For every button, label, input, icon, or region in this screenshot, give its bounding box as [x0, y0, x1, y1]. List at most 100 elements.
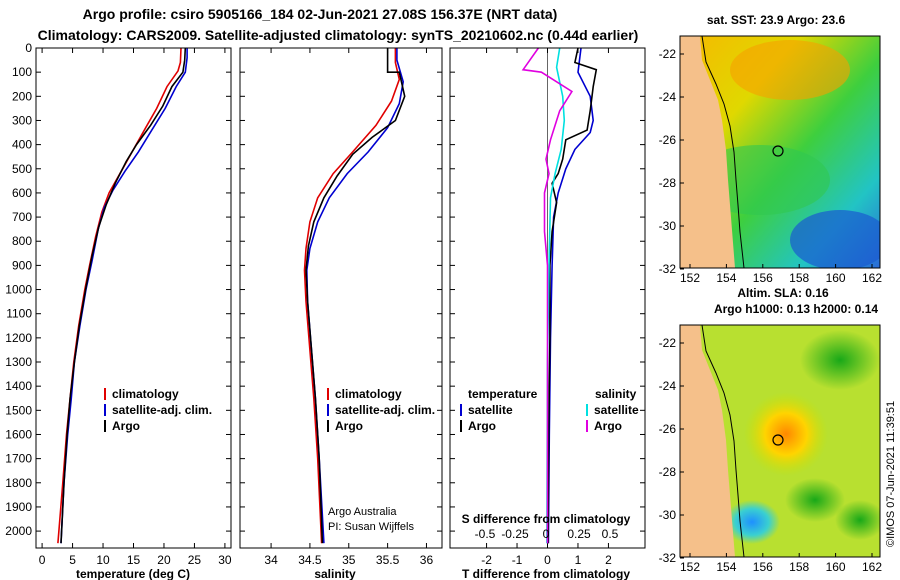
- series-temperature-satellite: [547, 47, 595, 544]
- figure-title-line1: Argo profile: csiro 5905166_184 02-Jun-2…: [83, 6, 558, 22]
- series-climatology: [57, 47, 182, 544]
- x-tick-label: 1: [575, 553, 582, 567]
- map-y-tick-label: -30: [659, 219, 677, 233]
- credit-line2: PI: Susan Wijffels: [328, 521, 414, 533]
- map-x-tick-label: 156: [753, 560, 773, 574]
- salinity-xlabel: salinity: [314, 567, 356, 580]
- x-tick-label: -1: [512, 553, 523, 567]
- sla-map-image: [680, 325, 880, 557]
- difference-legend: temperature salinity satellite Argo sate…: [460, 387, 639, 433]
- y-tick-label: 1300: [5, 355, 32, 369]
- y-tick-label: 400: [12, 138, 32, 152]
- sst-map: sat. SST: 23.9 Argo: 23.6 152 154 156 158 16…: [659, 13, 883, 285]
- map-x-tick-label: 162: [862, 271, 882, 285]
- legend-label-s-satellite: satellite: [594, 403, 639, 417]
- s-tick: 0.25: [567, 527, 591, 541]
- x-tick-label: 15: [127, 553, 141, 567]
- temperature-ticks: 0 5 10 15 20 25 300100200300400500600700800900…: [5, 41, 232, 567]
- map-x-tick-label: 160: [826, 560, 846, 574]
- y-tick-label: 1000: [5, 283, 32, 297]
- sla-map-title1: Altim. SLA: 0.16: [737, 286, 829, 300]
- x-tick-label: 0: [39, 553, 46, 567]
- sla-land: [680, 325, 735, 557]
- map-x-tick-label: 154: [716, 560, 736, 574]
- map-y-tick-label: -26: [659, 422, 677, 436]
- sla-map-title2: Argo h1000: 0.13 h2000: 0.14: [714, 302, 878, 316]
- x-tick-label: 25: [188, 553, 202, 567]
- map-x-tick-label: 156: [753, 271, 773, 285]
- y-tick-label: 700: [12, 210, 32, 224]
- series-salinity-argo: [521, 47, 574, 544]
- map-x-tick-label: 158: [789, 560, 809, 574]
- y-tick-label: 1900: [5, 500, 32, 514]
- salinity-frame: [239, 47, 443, 549]
- difference-xlabel: T difference from climatology: [462, 567, 630, 580]
- sla-green-patch-3: [835, 500, 880, 540]
- legend-label-argo: Argo: [335, 419, 363, 433]
- legend-label-t-satellite: satellite: [468, 403, 513, 417]
- sla-green-patch: [800, 330, 880, 390]
- series-satellite-adj-clim-: [60, 48, 188, 544]
- salinity-lines: [303, 48, 406, 544]
- map-y-tick-label: -22: [659, 336, 677, 350]
- temperature-lines: [57, 47, 188, 544]
- y-tick-label: 0: [25, 41, 32, 55]
- x-tick-label: 5: [69, 553, 76, 567]
- map-x-tick-label: 160: [826, 271, 846, 285]
- x-tick-label: 2: [605, 553, 612, 567]
- sst-cold-patch: [790, 210, 880, 268]
- sst-coastline: [701, 36, 745, 268]
- legend-label-s-argo: Argo: [594, 419, 622, 433]
- y-tick-label: 300: [12, 113, 32, 127]
- map-x-tick-label: 158: [789, 271, 809, 285]
- map-x-tick-label: 152: [680, 271, 700, 285]
- y-tick-label: 1700: [5, 452, 32, 466]
- legend-label-climatology: climatology: [112, 387, 179, 401]
- x-tick-label: 20: [157, 553, 171, 567]
- y-tick-label: 600: [12, 186, 32, 200]
- s-tick: -0.5: [475, 527, 496, 541]
- temperature-panel: 0 5 10 15 20 25 300100200300400500600700800900…: [5, 41, 232, 580]
- y-tick-label: 1100: [6, 307, 32, 321]
- s-tick: -0.25: [501, 527, 529, 541]
- sst-map-image: [680, 36, 880, 268]
- sst-warm-patch: [730, 40, 850, 100]
- y-tick-label: 100: [12, 65, 32, 79]
- y-tick-label: 500: [12, 162, 32, 176]
- sla-argo-marker: [772, 434, 784, 446]
- s-tick: 0: [543, 527, 550, 541]
- temperature-xlabel: temperature (deg C): [76, 567, 190, 580]
- legend-title-temperature: temperature: [468, 387, 538, 401]
- y-tick-label: 2000: [5, 524, 32, 538]
- x-tick-label: -2: [481, 553, 492, 567]
- y-tick-label: 1500: [5, 403, 32, 417]
- figure-title-line2: Climatology: CARS2009. Satellite-adjuste…: [38, 27, 639, 43]
- sst-map-title: sat. SST: 23.9 Argo: 23.6: [707, 13, 846, 27]
- credit-line1: Argo Australia: [328, 506, 397, 518]
- difference-panel: -2 -1 0 1 2 T difference from climatology S …: [449, 47, 646, 580]
- sla-map: Altim. SLA: 0.16 Argo h1000: 0.13 h2000:…: [659, 286, 883, 574]
- series-argo: [60, 47, 187, 544]
- x-tick-label: 35: [342, 553, 356, 567]
- map-y-tick-label: -30: [659, 508, 677, 522]
- legend-title-salinity: salinity: [595, 387, 637, 401]
- sla-low-patch: [724, 500, 780, 544]
- legend-label-climatology: climatology: [335, 387, 402, 401]
- salinity-ticks: 34 34.5 35 35.5 36: [240, 47, 442, 567]
- series-satellite-adj-clim-: [305, 48, 405, 544]
- s-tick: 0.5: [602, 527, 619, 541]
- legend-label-t-argo: Argo: [468, 419, 496, 433]
- temperature-frame: [35, 47, 232, 549]
- difference-lines: [521, 47, 598, 544]
- legend-label-satellite: satellite-adj. clim.: [112, 403, 212, 417]
- sst-map-ticks: 152 154 156 158 160 162 -22 -24 -26 -28 -30 -32: [659, 47, 883, 285]
- x-tick-label: 36: [420, 553, 434, 567]
- x-tick-label: 35.5: [376, 553, 400, 567]
- map-x-tick-label: 154: [716, 271, 736, 285]
- sla-green-patch-2: [785, 478, 845, 522]
- y-tick-label: 1600: [5, 427, 32, 441]
- x-tick-label: 0: [544, 553, 551, 567]
- imos-stamp: ©IMOS 07-Jun-2021 11:39:51: [885, 401, 897, 547]
- map-y-tick-label: -32: [659, 262, 677, 276]
- map-x-tick-label: 162: [862, 560, 882, 574]
